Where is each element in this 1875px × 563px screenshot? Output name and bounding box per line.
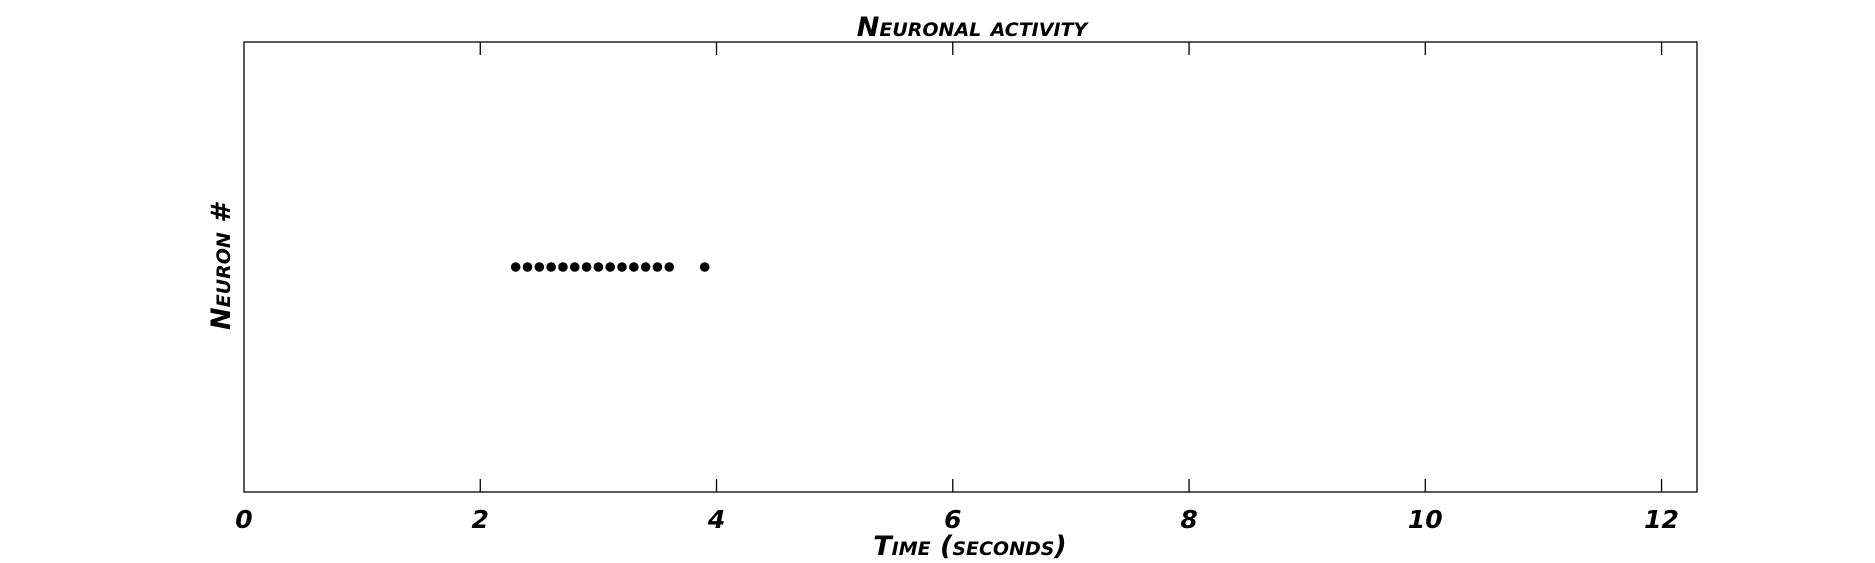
x-axis-label: Time (seconds) [873,531,1067,562]
spike-point [534,262,545,272]
spike-point [652,262,663,272]
spike-point [558,262,568,272]
spike-point [593,262,604,272]
spike-point [522,262,533,272]
y-axis-label: Neuron # [206,201,237,330]
spike-point [617,262,627,272]
x-tick-label: 0 [235,505,252,534]
spike-point [699,262,710,272]
spike-point [640,262,651,272]
spike-point [510,262,521,272]
x-tick-label: 12 [1644,505,1679,534]
x-tick-label: 2 [472,505,489,534]
spike-point [605,262,616,272]
x-axis-tick-labels: 0 2 4 6 8 10 12 [235,505,1679,534]
spike-point [629,262,639,272]
x-tick-label: 10 [1408,505,1443,534]
x-tick-label: 4 [707,505,725,534]
spike-point [664,262,675,272]
spike-markers [510,262,710,272]
spike-point [581,262,592,272]
x-tick-label: 8 [1180,505,1197,534]
spike-point [546,262,556,272]
plot-area-frame [243,41,1698,493]
chart-title: Neuronal activity [857,12,1090,43]
x-axis-ticks [479,42,1663,492]
spike-point [569,262,580,272]
x-tick-label: 6 [944,505,961,534]
